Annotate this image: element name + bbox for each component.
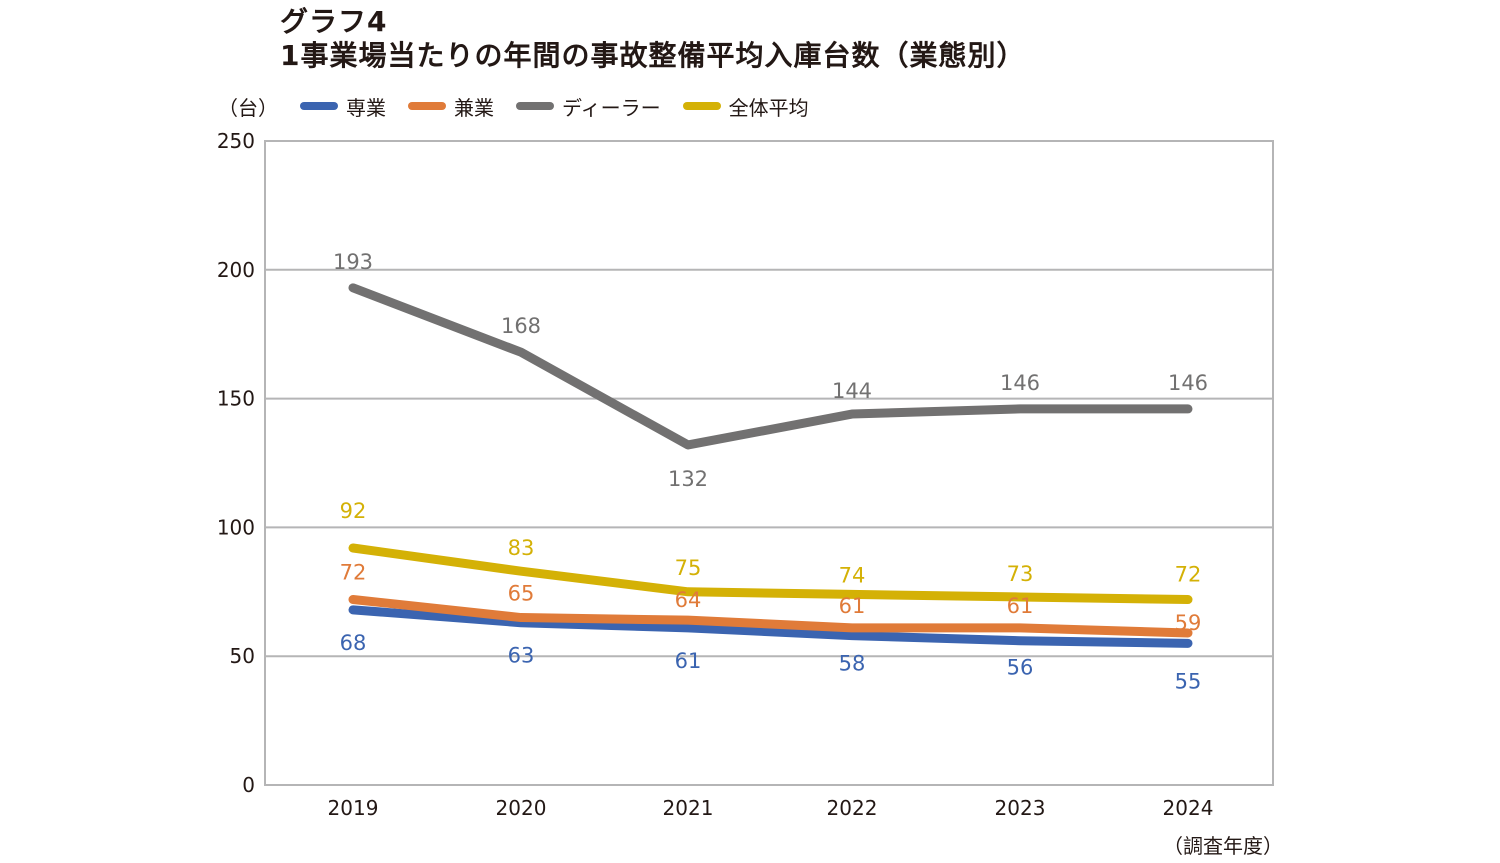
data-label: 55 <box>1175 669 1202 693</box>
data-label: 59 <box>1175 611 1202 635</box>
x-tick-label: 2024 <box>1163 796 1214 820</box>
y-axis-unit: （台） <box>218 95 278 120</box>
data-label: 61 <box>1007 594 1034 618</box>
chart-subtitle: 1事業場当たりの年間の事故整備平均入庫台数（業態別） <box>280 39 1026 72</box>
data-label: 83 <box>508 536 535 560</box>
data-label: 58 <box>839 652 866 676</box>
y-tick-label: 100 <box>217 515 255 539</box>
y-tick-label: 0 <box>242 773 255 797</box>
data-label: 72 <box>1175 563 1202 587</box>
data-label: 73 <box>1007 562 1034 586</box>
x-tick-label: 2021 <box>663 796 714 820</box>
data-label: 56 <box>1007 656 1034 680</box>
legend: （台） 専業 兼業 ディーラー 全体平均 <box>218 92 831 120</box>
data-label: 144 <box>832 379 872 403</box>
data-label: 75 <box>675 556 702 580</box>
series-line <box>348 595 1193 638</box>
data-label: 64 <box>675 588 702 612</box>
x-axis-unit: （調査年度） <box>1163 834 1283 858</box>
x-tick-label: 2020 <box>496 796 547 820</box>
data-label: 168 <box>501 314 541 338</box>
legend-label-senngyou: 専業 <box>346 95 386 120</box>
data-label: 132 <box>668 467 708 491</box>
x-tick-label: 2023 <box>995 796 1046 820</box>
x-tick-label: 2019 <box>328 796 379 820</box>
y-tick-label: 200 <box>217 258 255 282</box>
data-label: 146 <box>1168 371 1208 395</box>
legend-item-average: 全体平均 <box>682 92 809 121</box>
data-label: 63 <box>508 644 535 668</box>
series-line <box>348 543 1193 605</box>
plot-frame <box>264 140 1274 786</box>
legend-label-kengyou: 兼業 <box>454 95 494 120</box>
series-line <box>348 283 1193 450</box>
data-label: 72 <box>340 561 367 585</box>
x-tick-label: 2022 <box>827 796 878 820</box>
data-label: 92 <box>340 499 367 523</box>
y-tick-label: 250 <box>217 129 255 153</box>
data-label: 65 <box>508 582 535 606</box>
legend-label-dealer: ディーラー <box>562 95 661 120</box>
legend-swatch-kengyou <box>408 102 446 110</box>
data-label: 146 <box>1000 371 1040 395</box>
data-label: 74 <box>839 563 866 587</box>
series-line <box>348 605 1193 648</box>
data-label: 68 <box>340 631 367 655</box>
legend-swatch-senngyou <box>300 102 338 110</box>
legend-item-senngyou: 専業 <box>300 92 386 121</box>
legend-item-dealer: ディーラー <box>516 92 661 121</box>
chart-title: グラフ4 <box>280 5 388 38</box>
y-tick-label: 150 <box>217 387 255 411</box>
legend-label-average: 全体平均 <box>728 95 809 120</box>
legend-item-kengyou: 兼業 <box>408 92 494 121</box>
legend-swatch-average <box>682 102 721 110</box>
y-tick-label: 50 <box>230 644 255 668</box>
data-label: 193 <box>333 250 373 274</box>
legend-swatch-dealer <box>516 102 554 110</box>
data-label: 61 <box>839 594 866 618</box>
data-label: 61 <box>675 649 702 673</box>
